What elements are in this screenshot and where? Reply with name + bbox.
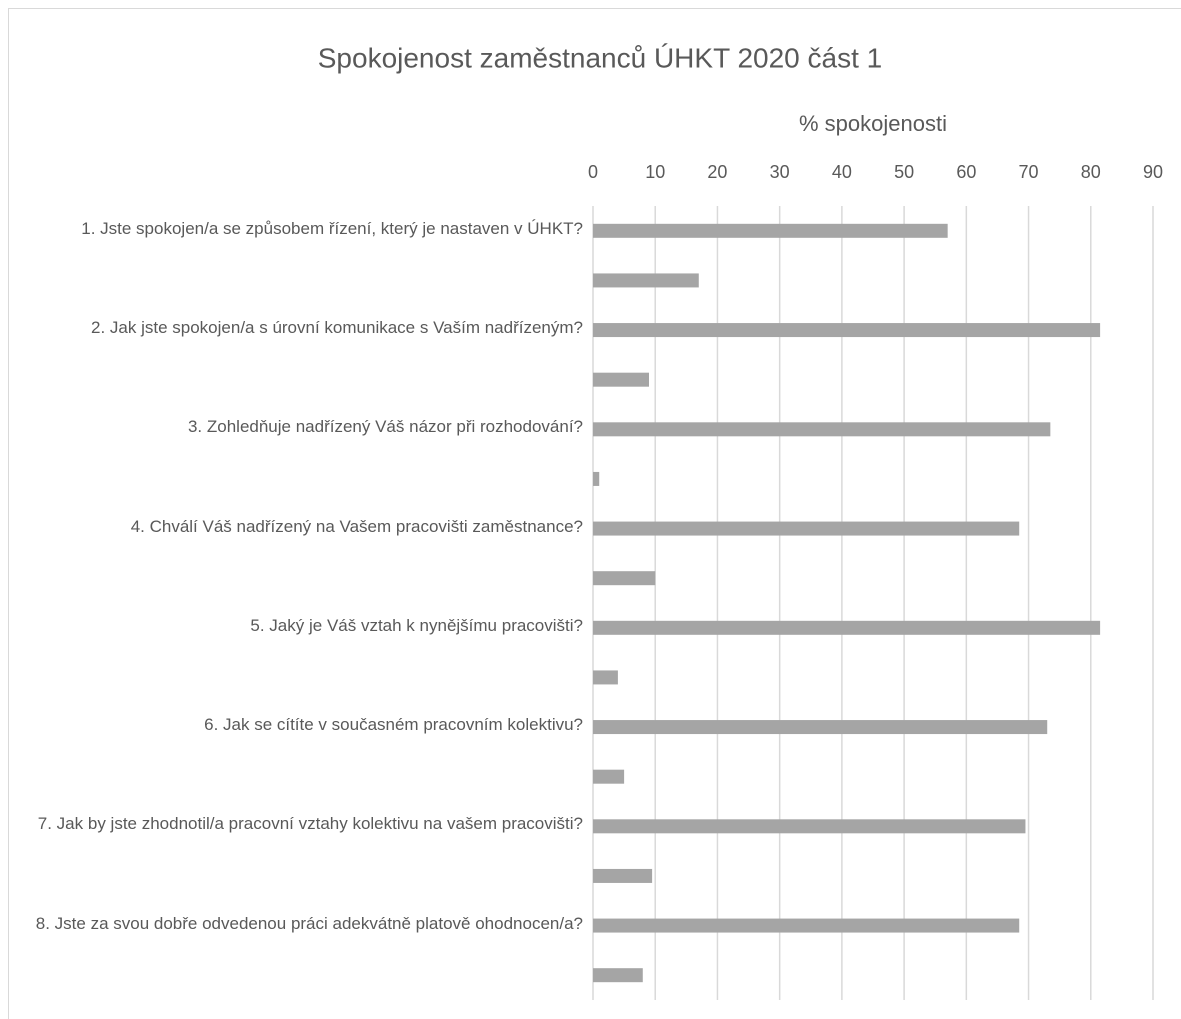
- x-tick-label: 90: [1143, 162, 1163, 182]
- y-tick-label: 5. Jaký je Váš vztah k nynějšímu pracovi…: [250, 615, 583, 635]
- x-tick-label: 0: [588, 162, 598, 182]
- bar: [593, 471, 600, 486]
- bar: [593, 223, 948, 238]
- bar: [593, 670, 618, 685]
- bar: [593, 819, 1026, 834]
- x-tick-label: 30: [770, 162, 790, 182]
- bar: [593, 968, 643, 983]
- x-tick-label: 20: [707, 162, 727, 182]
- bar: [593, 273, 699, 288]
- x-tick-label: 10: [645, 162, 665, 182]
- bar: [593, 720, 1048, 735]
- x-tick-label: 40: [832, 162, 852, 182]
- x-tick-label: 70: [1019, 162, 1039, 182]
- bar: [593, 769, 625, 784]
- bar: [593, 521, 1020, 536]
- chart-frame: [8, 8, 1181, 1019]
- axis-title: % spokojenosti: [799, 111, 947, 136]
- chart-title: Spokojenost zaměstnanců ÚHKT 2020 část 1: [318, 42, 882, 73]
- y-tick-label: 6. Jak se cítíte v současném pracovním k…: [204, 715, 583, 735]
- y-tick-label: 1. Jste spokojen/a se způsobem řízení, k…: [81, 218, 583, 238]
- bar: [593, 868, 653, 883]
- y-tick-label: 8. Jste za svou dobře odvedenou práci ad…: [35, 913, 583, 933]
- y-tick-label: 7. Jak by jste zhodnotil/a pracovní vzta…: [37, 814, 583, 834]
- bar: [593, 571, 656, 586]
- bar: [593, 323, 1101, 338]
- bar: [593, 620, 1101, 635]
- bar: [593, 918, 1020, 933]
- bar: [593, 422, 1051, 437]
- bar: [593, 372, 649, 387]
- y-tick-label: 2. Jak jste spokojen/a s úrovní komunika…: [91, 318, 583, 338]
- x-tick-label: 60: [956, 162, 976, 182]
- x-tick-label: 50: [894, 162, 914, 182]
- x-tick-label: 80: [1081, 162, 1101, 182]
- y-tick-label: 3. Zohledňuje nadřízený Váš názor při ro…: [187, 417, 583, 437]
- y-tick-label: 4. Chválí Váš nadřízený na Vašem pracovi…: [130, 516, 583, 536]
